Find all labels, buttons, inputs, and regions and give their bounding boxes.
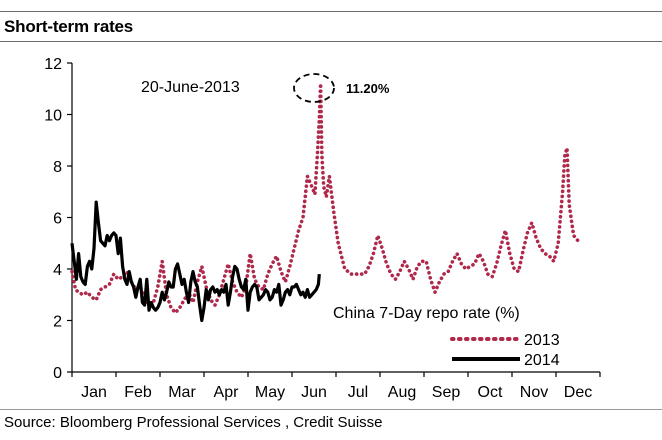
x-tick-label: May: [255, 384, 285, 401]
series-2014: [70, 200, 321, 323]
y-tick-label: 12: [44, 56, 62, 73]
x-tick-label: Feb: [124, 384, 152, 401]
page-title: Short-term rates: [4, 17, 134, 36]
x-tick-label: Nov: [520, 384, 548, 401]
annotation-date: 20-June-2013: [141, 79, 240, 96]
chart-title: China 7-Day repo rate (%): [333, 305, 520, 322]
series-line-2013: [70, 81, 580, 315]
x-tick-label: Oct: [478, 384, 503, 401]
x-tick-label: Apr: [214, 384, 240, 401]
title-rule: [0, 41, 662, 42]
y-tick-label: 8: [53, 159, 62, 176]
footer-rule: [0, 409, 662, 410]
source-note: Source: Bloomberg Professional Services …: [4, 414, 383, 431]
x-tick-label: Jul: [348, 384, 368, 401]
legend-2013-label: 2013: [524, 332, 560, 349]
x-tick-label: Sep: [432, 384, 461, 401]
y-tick-label: 6: [53, 211, 62, 228]
x-tick-label: Aug: [388, 384, 416, 401]
legend-2014-label: 2014: [524, 352, 560, 369]
annotation-peak-value: 11.20%: [346, 81, 390, 96]
series-line-2014: [70, 200, 321, 323]
y-tick-label: 10: [44, 108, 62, 125]
peak-highlight-ellipse: [293, 73, 335, 103]
x-tick-label: Dec: [564, 384, 592, 401]
x-tick-label: Jun: [301, 384, 327, 401]
y-tick-label: 4: [53, 262, 62, 279]
x-tick-label: Mar: [168, 384, 196, 401]
top-rule: [0, 11, 662, 12]
y-tick-label: 0: [53, 365, 62, 382]
chart-axes: 0 2 4 6 8 10 12 Jan Feb Mar Apr May Jun Jul Aug Sep Oct N…: [44, 56, 601, 401]
y-tick-label: 2: [53, 314, 62, 331]
series-2013: [70, 81, 580, 315]
x-tick-label: Jan: [81, 384, 107, 401]
